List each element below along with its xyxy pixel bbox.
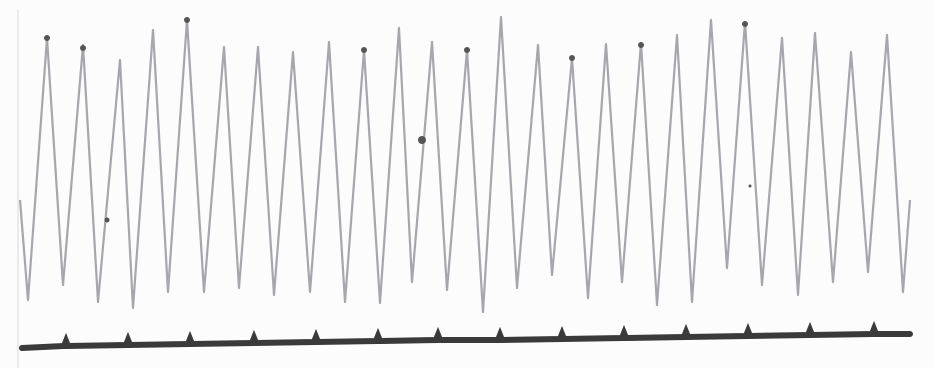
peak-dot <box>742 21 748 27</box>
peak-dot <box>638 42 644 48</box>
peak-dot <box>464 47 470 53</box>
baseline-trace <box>19 320 913 351</box>
artifact-dot <box>748 184 752 188</box>
peak-dot <box>569 55 575 61</box>
peak-dot <box>80 45 86 51</box>
peak-dot <box>361 47 367 53</box>
trace-dots <box>44 17 752 223</box>
artifact-dot <box>104 217 110 223</box>
peak-dot <box>184 17 190 23</box>
peak-dot <box>44 35 50 41</box>
artifact-dot <box>418 136 426 144</box>
